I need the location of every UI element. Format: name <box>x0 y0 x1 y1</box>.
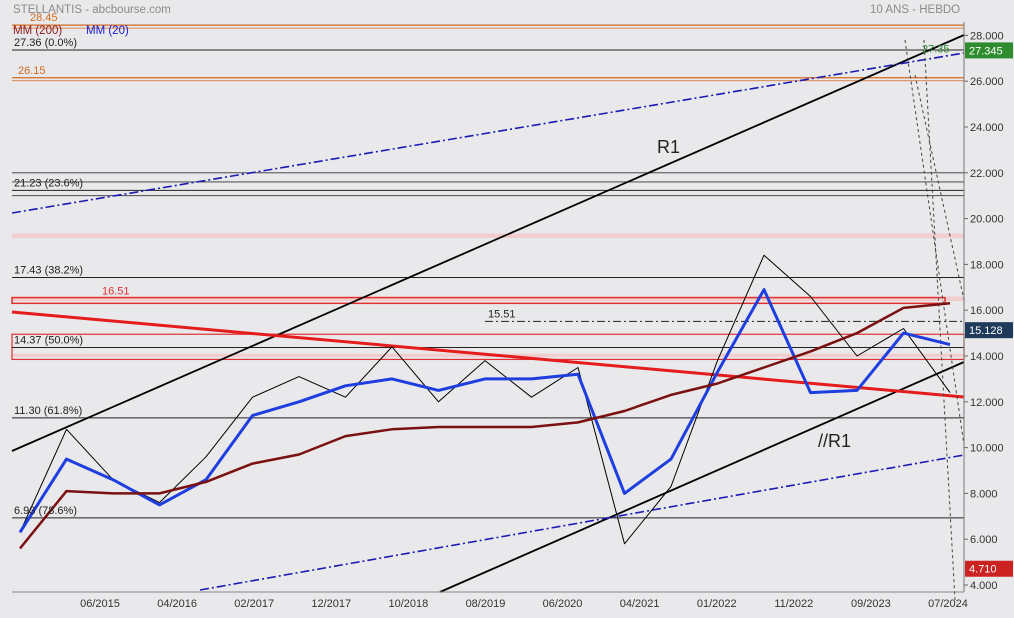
y-tick-label: 6.000 <box>970 534 998 546</box>
x-tick-label: 12/2017 <box>311 598 351 610</box>
axes: 4.000 6.000 8.000 10.000 12.000 14.000 16.000 1… <box>12 22 1013 610</box>
x-tick-label: 09/2023 <box>851 598 891 610</box>
y-tick-label: 4.000 <box>970 580 998 592</box>
x-tick-label: 10/2018 <box>388 598 428 610</box>
y-tick-label: 20.000 <box>970 214 1004 226</box>
price-box <box>965 322 1013 339</box>
chart-header-period: 10 ANS - HEBDO <box>870 4 960 16</box>
price-box-label: 15.128 <box>969 325 1003 337</box>
price-box-label: 4.710 <box>969 564 997 576</box>
level-labels: 27.36 (0.0%) 21.23 (23.6%) 17.43 (38.2%) 14… <box>14 12 950 517</box>
pink-zone <box>12 233 964 239</box>
trendline-dashed-steep <box>904 39 965 446</box>
trendline-blue-upper <box>11 52 965 214</box>
y-tick-label: 26.000 <box>970 76 1004 88</box>
x-tick-label: 04/2016 <box>157 598 197 610</box>
annotation-1551: 15.51 <box>488 308 516 320</box>
fib-level-label: 6.93 (78.6%) <box>14 505 77 517</box>
y-tick-label: 12.000 <box>970 397 1004 409</box>
x-tick-label: 07/2024 <box>928 598 968 610</box>
trendline-blue-lower <box>199 454 965 591</box>
series-group <box>18 254 951 550</box>
orange-level-label: 28.45 <box>30 12 58 24</box>
price-box <box>965 560 1013 577</box>
y-tick-label: 24.000 <box>970 122 1004 134</box>
series-line <box>19 254 951 545</box>
annotation-high-2735: 27.35 <box>922 43 950 55</box>
x-tick-label: 08/2019 <box>466 598 506 610</box>
annotation-1651: 16.51 <box>102 286 130 298</box>
chart-header-title: STELLANTIS - abcbourse.com <box>13 4 171 16</box>
x-tick-label: 06/2015 <box>80 598 120 610</box>
y-tick-label: 18.000 <box>970 259 1004 271</box>
fib-level-label: 11.30 (61.8%) <box>14 405 82 417</box>
x-tick-label: 06/2020 <box>543 598 583 610</box>
legend-mm20: MM (20) <box>86 25 129 37</box>
legend-mm200: MM (200) <box>13 25 62 37</box>
price-box-label: 27.345 <box>969 45 1003 57</box>
annotation-r1: R1 <box>657 137 680 157</box>
x-tick-label: 04/2021 <box>620 598 660 610</box>
series-line <box>19 302 951 550</box>
annotation-parallel-r1: //R1 <box>818 431 851 451</box>
x-tick-label: 02/2017 <box>234 598 274 610</box>
fib-level-label: 17.43 (38.2%) <box>14 264 83 276</box>
x-tick-label: 11/2022 <box>774 598 813 610</box>
trendline-dashed-mid <box>914 74 965 301</box>
trendline-parallel-r1 <box>439 361 965 593</box>
y-tick-label: 16.000 <box>970 305 1004 317</box>
y-tick-label: 10.000 <box>970 443 1004 455</box>
fib-level-label: 14.37 (50.0%) <box>14 335 83 347</box>
resistance-zone-box <box>11 296 946 305</box>
y-tick-label: 28.000 <box>970 30 1004 42</box>
y-tick-label: 8.000 <box>970 488 998 500</box>
y-tick-label: 14.000 <box>970 351 1004 363</box>
series-line <box>18 288 951 534</box>
orange-level-label: 26.15 <box>18 65 46 77</box>
y-tick-label: 22.000 <box>970 168 1004 180</box>
trendline-r1 <box>11 34 965 452</box>
fib-level-label: 27.36 (0.0%) <box>14 37 77 49</box>
price-box <box>965 42 1013 59</box>
x-tick-label: 01/2022 <box>697 598 737 610</box>
fib-level-label: 21.23 (23.6%) <box>14 177 83 189</box>
pink-zone <box>12 296 964 302</box>
